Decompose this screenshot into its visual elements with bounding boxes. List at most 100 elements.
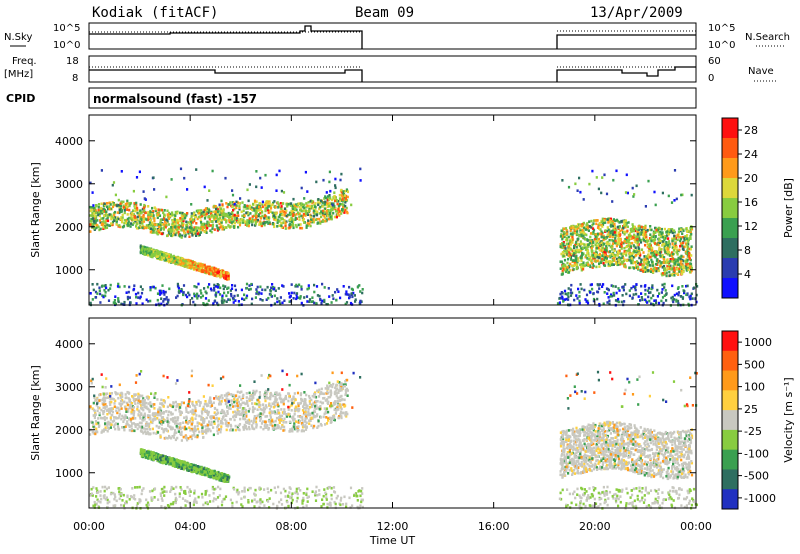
range-cell <box>685 284 688 288</box>
range-cell <box>167 217 171 220</box>
range-cell <box>611 224 614 228</box>
range-cell <box>588 239 591 242</box>
range-cell <box>682 255 685 259</box>
range-cell <box>261 211 264 214</box>
range-cell <box>233 203 236 206</box>
range-cell <box>198 210 201 213</box>
range-cell <box>158 251 161 254</box>
date-title: 13/Apr/2009 <box>590 5 683 21</box>
range-cell <box>255 288 258 291</box>
range-cell <box>295 225 298 229</box>
range-cell <box>683 237 686 240</box>
range-cell <box>613 257 616 260</box>
range-cell <box>254 211 257 215</box>
range-cell <box>620 261 623 264</box>
range-cell <box>145 251 148 254</box>
range-cell <box>585 223 588 227</box>
range-cell <box>180 228 183 232</box>
range-cell <box>632 267 636 270</box>
range-cell <box>623 250 626 253</box>
range-cell <box>220 274 223 277</box>
range-cell <box>184 293 187 297</box>
range-cell <box>166 253 169 256</box>
range-cell <box>579 242 582 246</box>
range-cell <box>643 231 646 235</box>
range-cell <box>680 193 683 197</box>
range-cell <box>570 234 573 238</box>
range-cell <box>95 215 98 218</box>
range-cell <box>151 427 154 431</box>
range-cell <box>588 182 591 186</box>
range-cell <box>281 284 284 287</box>
range-cell <box>669 264 672 268</box>
range-cell <box>295 292 299 295</box>
range-cell <box>117 217 120 221</box>
range-cell <box>261 214 264 218</box>
range-cell <box>295 208 298 212</box>
range-cell <box>673 230 676 234</box>
range-cell <box>640 296 643 299</box>
range-cell <box>179 219 182 223</box>
range-cell <box>221 269 224 273</box>
range-cell <box>156 298 159 302</box>
range-cell <box>589 256 592 259</box>
range-cell <box>106 396 109 399</box>
range-cell <box>172 232 175 235</box>
range-cell <box>628 259 631 262</box>
range-cell <box>678 270 681 273</box>
range-cell <box>613 225 616 228</box>
range-cell <box>668 264 671 267</box>
range-cell <box>323 202 326 206</box>
range-cell <box>343 398 346 402</box>
range-cell <box>156 417 159 420</box>
range-cell <box>153 206 156 209</box>
range-cell <box>244 220 247 223</box>
range-cell <box>193 226 196 229</box>
range-cell <box>566 266 569 269</box>
range-cell <box>593 252 596 255</box>
range-cell <box>97 203 101 206</box>
range-cell <box>594 219 597 222</box>
range-cell <box>615 291 618 295</box>
range-cell <box>572 268 575 271</box>
nsearch-label: N.Search <box>745 32 790 43</box>
range-cell <box>240 218 243 221</box>
range-cell <box>608 264 612 267</box>
range-cell <box>650 238 653 241</box>
range-cell <box>108 224 111 227</box>
range-cell <box>97 208 100 212</box>
range-cell <box>214 217 217 220</box>
range-cell <box>297 223 300 227</box>
range-cell <box>664 234 667 238</box>
range-cell <box>670 296 673 300</box>
range-cell <box>165 427 168 431</box>
range-cell <box>225 213 228 216</box>
range-cell <box>202 302 205 305</box>
range-cell <box>575 245 578 249</box>
range-cell <box>356 285 359 289</box>
range-cell <box>326 303 329 306</box>
range-cell <box>122 204 125 208</box>
range-cell <box>263 223 266 227</box>
range-cell <box>292 226 295 230</box>
range-cell <box>146 428 149 431</box>
range-cell <box>278 299 281 303</box>
range-cell <box>155 223 158 226</box>
range-cell <box>640 261 643 264</box>
range-cell <box>204 226 207 229</box>
range-cell <box>112 301 115 304</box>
range-cell <box>593 238 596 241</box>
range-cell <box>210 215 213 219</box>
range-cell <box>567 185 571 189</box>
colorbar-segment <box>722 238 738 259</box>
range-cell <box>119 202 122 206</box>
range-cell <box>600 243 603 246</box>
range-cell <box>219 430 222 434</box>
range-cell <box>223 291 226 295</box>
range-cell <box>566 239 569 242</box>
range-cell <box>575 259 578 262</box>
range-cell <box>121 216 124 219</box>
range-cell <box>215 268 218 272</box>
range-cell <box>139 246 142 249</box>
